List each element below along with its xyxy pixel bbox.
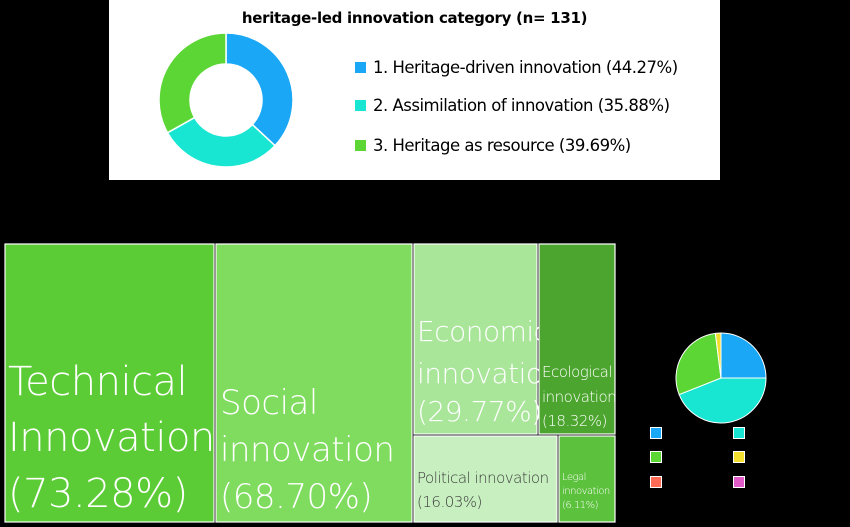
mini-legend-swatch-3 [650,451,662,463]
category-panel: heritage-led innovation category (n= 131… [109,0,720,180]
mini-legend-swatch-6 [733,476,745,488]
treemap-label-political: Political innovation [417,469,549,487]
legend-label: 3. Heritage as resource (39.69%) [373,135,631,155]
mini-pie-chart [675,332,767,424]
treemap-cell-social: Social innovation (68.70%) [215,243,413,523]
treemap-label-ecological: (18.32%) [542,412,607,430]
donut-slice-2 [166,116,277,168]
treemap-label-economic: Economic [417,315,549,348]
mini-pie-slice-3 [675,332,722,396]
innovation-treemap: Technical Innovation (73.28%) Social innovat… [4,243,616,523]
legend-item-assimilation: 2. Assimilation of innovation (35.88%) [355,93,670,117]
treemap-cell-ecological: Ecological innovation (18.32%) [538,243,616,435]
donut-chart [159,32,294,168]
legend-label: 2. Assimilation of innovation (35.88%) [373,95,670,115]
treemap-cell-technical: Technical Innovation (73.28%) [4,243,215,523]
legend-label: 1. Heritage-driven innovation (44.27%) [373,57,678,77]
mini-legend-swatch-1 [650,427,662,439]
treemap-rect-technical [4,243,215,523]
treemap-cell-economic: Economic innovation (29.77%) [413,243,560,435]
mini-legend-swatch-2 [733,427,745,439]
legend-swatch [355,61,366,73]
treemap-label-legal: Legal [562,472,586,483]
treemap-label-social: innovation [220,430,394,470]
treemap-rect-legal [558,435,616,523]
treemap-label-economic: (29.77%) [417,395,542,428]
legend-swatch [355,139,366,151]
treemap-cell-political: Political innovation (16.03%) [413,435,558,523]
treemap-label-social: (68.70%) [220,477,372,517]
mini-legend-swatch-4 [733,451,745,463]
treemap-rect-ecological [538,243,616,435]
legend-item-heritage-driven: 1. Heritage-driven innovation (44.27%) [355,55,678,79]
mini-pie-slice-1 [720,332,767,379]
treemap-label-technical: (73.28%) [8,471,188,517]
treemap-label-technical: Technical [8,359,187,405]
treemap-label-political: (16.03%) [417,493,482,511]
treemap-label-ecological: Ecological [542,363,612,381]
mini-legend-swatch-5 [650,476,662,488]
treemap-rect-political [413,435,558,523]
legend-swatch [355,99,366,111]
treemap-label-social: Social [220,383,318,423]
legend-item-heritage-resource: 3. Heritage as resource (39.69%) [355,133,631,157]
treemap-label-legal: (6.11%) [562,500,598,511]
mini-pie-slice-2 [678,377,767,424]
treemap-cell-legal: Legal innovation (6.11%) [558,435,616,523]
treemap-label-technical: Innovation [8,415,215,461]
donut-title: heritage-led innovation category (n= 131… [241,9,588,27]
mini-pie-slice-4 [714,332,722,379]
donut-slice-3 [159,32,227,134]
treemap-label-economic: innovation [417,357,560,390]
treemap-label-legal: innovation [562,486,610,497]
donut-slice-1 [225,32,294,147]
treemap-label-ecological: innovation [542,388,616,406]
treemap-rect-economic [413,243,538,435]
treemap-rect-social [215,243,413,523]
